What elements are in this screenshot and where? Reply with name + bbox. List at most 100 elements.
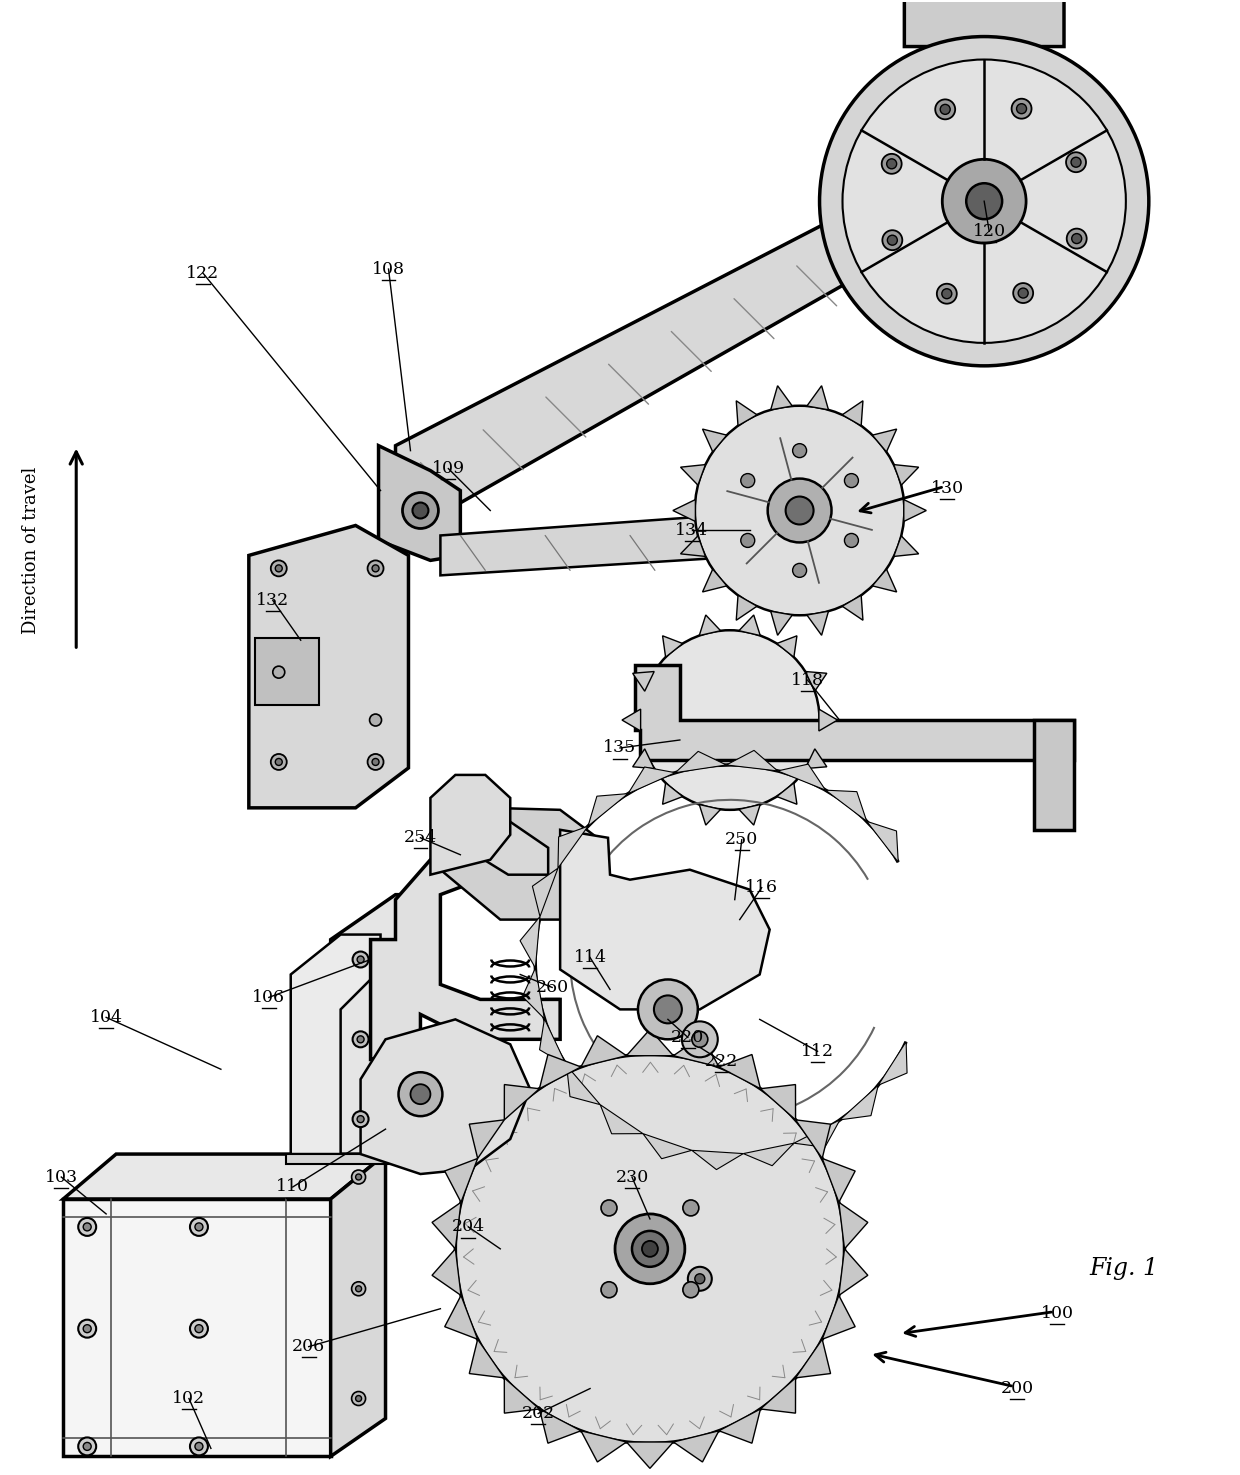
Circle shape (844, 534, 858, 547)
Text: 112: 112 (801, 1043, 835, 1061)
Circle shape (403, 493, 439, 528)
Circle shape (83, 1443, 92, 1450)
Polygon shape (760, 1378, 796, 1413)
Circle shape (637, 979, 698, 1040)
Circle shape (786, 497, 813, 525)
Circle shape (642, 1240, 658, 1257)
Circle shape (356, 1395, 362, 1401)
Circle shape (190, 1320, 208, 1338)
Polygon shape (839, 1086, 878, 1120)
Circle shape (357, 1115, 365, 1122)
Circle shape (273, 667, 285, 678)
Circle shape (367, 560, 383, 577)
Polygon shape (739, 615, 760, 636)
Polygon shape (378, 445, 460, 560)
Circle shape (372, 565, 379, 572)
Circle shape (78, 1218, 97, 1236)
Polygon shape (626, 1030, 673, 1056)
Polygon shape (743, 1143, 794, 1165)
Circle shape (455, 1055, 844, 1444)
Text: 230: 230 (615, 1168, 649, 1186)
Circle shape (352, 951, 368, 968)
Polygon shape (737, 596, 756, 621)
Polygon shape (539, 1409, 580, 1443)
Circle shape (1017, 103, 1027, 114)
Polygon shape (807, 611, 828, 636)
Circle shape (1013, 283, 1033, 302)
Circle shape (275, 758, 283, 766)
Polygon shape (894, 465, 919, 485)
Circle shape (601, 1282, 618, 1298)
Polygon shape (842, 596, 863, 621)
Polygon shape (432, 1249, 461, 1295)
Polygon shape (396, 217, 899, 540)
Polygon shape (558, 826, 588, 869)
Polygon shape (776, 636, 797, 658)
Text: 135: 135 (604, 739, 636, 757)
Circle shape (683, 1282, 699, 1298)
Circle shape (352, 1170, 366, 1184)
Polygon shape (676, 751, 727, 773)
Circle shape (270, 560, 286, 577)
Circle shape (740, 534, 755, 547)
Circle shape (356, 1174, 362, 1180)
Circle shape (1018, 288, 1028, 298)
Polygon shape (822, 1295, 856, 1339)
Polygon shape (838, 1202, 868, 1249)
Circle shape (632, 1232, 668, 1267)
Circle shape (352, 1282, 366, 1295)
Polygon shape (635, 665, 1074, 760)
Circle shape (1012, 99, 1032, 118)
Polygon shape (469, 1120, 505, 1158)
Circle shape (942, 289, 952, 299)
Circle shape (882, 153, 901, 174)
Text: 122: 122 (186, 264, 219, 282)
Circle shape (1071, 233, 1081, 243)
Circle shape (937, 283, 957, 304)
Polygon shape (63, 1199, 331, 1456)
Circle shape (820, 37, 1148, 366)
Polygon shape (505, 1084, 539, 1120)
Circle shape (792, 563, 806, 577)
Text: Direction of travel: Direction of travel (22, 466, 41, 634)
Text: Fig. 1: Fig. 1 (1089, 1257, 1158, 1280)
Circle shape (352, 1391, 366, 1406)
Circle shape (356, 1286, 362, 1292)
Circle shape (942, 159, 1025, 243)
Circle shape (888, 235, 898, 245)
Circle shape (83, 1325, 92, 1333)
Polygon shape (632, 671, 655, 692)
Polygon shape (727, 751, 777, 771)
Polygon shape (249, 525, 408, 808)
Polygon shape (673, 1035, 719, 1066)
Polygon shape (699, 804, 720, 825)
Polygon shape (63, 1153, 386, 1199)
Polygon shape (588, 794, 629, 826)
Polygon shape (440, 500, 820, 575)
Circle shape (615, 1214, 684, 1283)
Polygon shape (285, 1153, 396, 1164)
Circle shape (694, 1274, 704, 1283)
Polygon shape (760, 1084, 796, 1120)
Circle shape (195, 1325, 203, 1333)
Polygon shape (838, 1249, 868, 1295)
Polygon shape (539, 1055, 580, 1089)
Text: 109: 109 (432, 460, 465, 476)
Circle shape (367, 754, 383, 770)
Circle shape (653, 996, 682, 1024)
Polygon shape (681, 465, 706, 485)
Polygon shape (719, 1409, 760, 1443)
Polygon shape (796, 1339, 831, 1378)
Text: 134: 134 (676, 522, 708, 538)
Text: 260: 260 (536, 979, 569, 996)
Circle shape (190, 1438, 208, 1456)
Polygon shape (737, 401, 756, 426)
Polygon shape (818, 709, 837, 732)
Polygon shape (771, 386, 792, 410)
Circle shape (1066, 229, 1086, 249)
Text: 130: 130 (931, 479, 963, 497)
Text: 206: 206 (293, 1338, 325, 1356)
Circle shape (357, 956, 365, 963)
Polygon shape (520, 916, 539, 968)
Text: 108: 108 (372, 261, 405, 277)
